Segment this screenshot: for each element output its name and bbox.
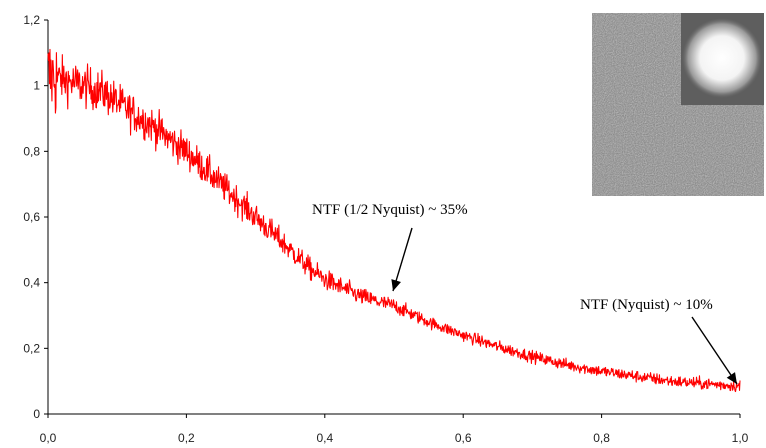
annotation-half-nyquist: NTF (1/2 Nyquist) ~ 35%	[312, 202, 468, 218]
y-tick-label: 0,4	[23, 276, 40, 290]
x-tick-label: 0,2	[178, 431, 195, 445]
x-tick-label: 0,8	[593, 431, 610, 445]
y-tick-label: 0,8	[23, 144, 40, 158]
arrow-nyquist-head	[726, 372, 737, 385]
series-layer	[47, 48, 741, 393]
inset-noise-image	[592, 13, 764, 196]
inset-bright-disk	[682, 18, 762, 98]
annotation-nyquist: NTF (Nyquist) ~ 10%	[580, 297, 713, 313]
x-tick-label: 0,6	[455, 431, 472, 445]
annotations: NTF (1/2 Nyquist) ~ 35% NTF (Nyquist) ~ …	[312, 202, 738, 385]
arrow-nyquist-line	[691, 316, 738, 385]
x-ticks: 0,0 0,2 0,4 0,6 0,8 1,0	[40, 414, 749, 445]
x-tick-label: 0,4	[316, 431, 333, 445]
y-tick-label: 0,2	[23, 341, 40, 355]
x-tick-label: 0,0	[40, 431, 57, 445]
y-ticks: 0 0,2 0,4 0,6 0,8 1 1,2	[23, 13, 48, 421]
ntf-series-line	[47, 48, 741, 393]
y-tick-label: 0,6	[23, 210, 40, 224]
y-tick-label: 1	[33, 79, 40, 93]
x-tick-label: 1,0	[732, 431, 749, 445]
y-tick-label: 0	[33, 407, 40, 421]
arrow-half-nyquist-head	[391, 279, 401, 292]
y-tick-label: 1,2	[23, 13, 40, 27]
axes: 0 0,2 0,4 0,6 0,8 1 1,2 0,0 0,2 0,4 0,6 0,8 1,0	[23, 13, 748, 445]
